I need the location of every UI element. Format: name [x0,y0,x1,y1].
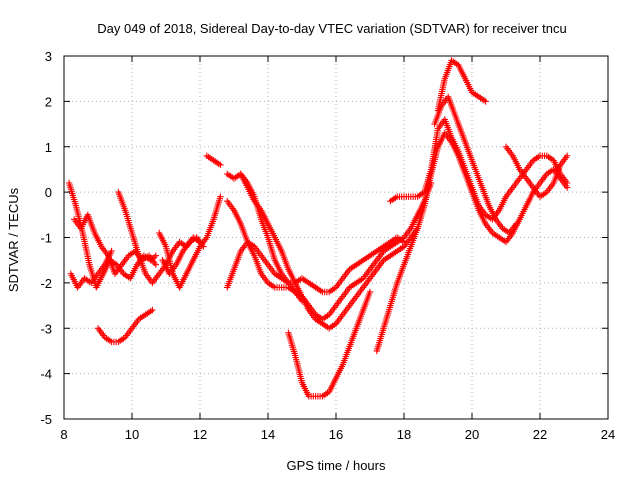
x-tick-label: 8 [60,427,67,442]
series-arc-j [224,179,435,323]
y-tick-label: 3 [45,49,52,64]
marker-path [224,170,408,296]
y-tick-label: 1 [45,140,52,155]
grid [64,56,608,419]
series-arc-q [431,93,520,237]
series-arc-b [71,211,159,277]
x-axis-label: GPS time / hours [287,458,386,473]
y-tick-label: -2 [40,276,52,291]
series-arc-l [224,238,306,305]
series-arc-e [94,306,156,346]
series-arc-g [159,234,207,277]
x-tick-label: 24 [601,427,615,442]
marker-path [67,247,115,291]
x-tick-label: 18 [397,427,411,442]
y-tick-label: -4 [40,367,52,382]
data-marks [65,57,571,400]
y-axis-label: SDTVAR / TECUs [6,187,21,292]
x-tick-label: 22 [533,427,547,442]
chart-title: Day 049 of 2018, Sidereal Day-to-day VTE… [97,21,566,36]
marker-path [285,288,374,400]
marker-path [502,143,571,200]
marker-path [237,170,421,332]
marker-path [224,238,306,305]
marker-path [71,211,159,277]
y-tick-label: -5 [40,412,52,427]
marker-path [203,152,224,169]
y-tick-label: -3 [40,321,52,336]
marker-path [224,179,435,323]
series-arc-k [237,170,421,332]
series-arc-h [203,152,224,169]
x-tick-label: 20 [465,427,479,442]
marker-path [431,93,520,237]
marker-path [94,306,156,346]
series-arc-r [502,143,571,200]
series-arc-m [285,288,374,400]
series-arc-o [387,116,571,223]
x-tick-label: 16 [329,427,343,442]
y-tick-label: 2 [45,94,52,109]
series-arc-c [67,247,115,291]
marker-path [159,234,207,277]
y-tick-label: 0 [45,185,52,200]
x-tick-label: 14 [261,427,275,442]
x-tick-label: 12 [193,427,207,442]
marker-path [387,116,571,223]
x-tick-label: 10 [125,427,139,442]
y-tick-label: -1 [40,231,52,246]
series-arc-i [224,170,408,296]
